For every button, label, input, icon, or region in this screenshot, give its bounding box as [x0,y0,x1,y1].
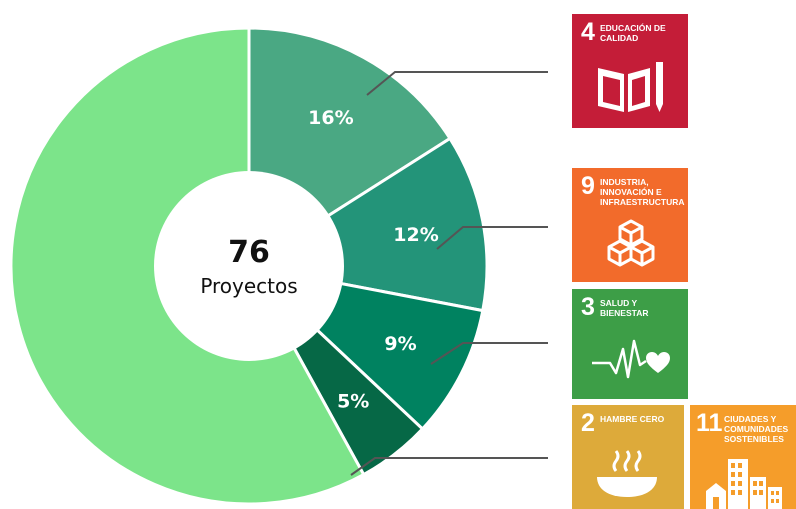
sdg-9-number: 9 [581,172,595,200]
sdg-2-number: 2 [581,409,595,437]
book-pencil-icon [592,58,668,114]
slice-label-2: 12% [393,224,438,246]
slice-label-3: 9% [384,333,416,355]
sdg-11-number: 11 [696,409,723,437]
heartbeat-icon [590,337,670,381]
sdg-4-title: EDUCACIÓN DE CALIDAD [600,23,666,43]
total-projects-label: Proyectos [200,274,297,298]
leader-line-3 [430,342,548,365]
sdg-2-title: HAMBRE CERO [600,414,665,424]
slice-label-4: 5% [337,390,369,412]
sdg-badge-2: 2 HAMBRE CERO [572,405,684,509]
sdg-badge-11: 11 CIUDADES Y COMUNIDADES SOSTENIBLES [690,405,796,509]
slice-labels: 16% 12% 9% 5% [308,107,439,412]
sdg-9-title: INDUSTRIA, INNOVACIÓN E INFRAESTRUCTURA [600,177,685,207]
sdg-badge-9: 9 INDUSTRIA, INNOVACIÓN E INFRAESTRUCTUR… [572,168,688,282]
leader-line-4 [350,457,548,476]
sdg-3-number: 3 [581,293,595,321]
city-icon [704,453,788,509]
leader-lines [350,71,548,476]
sdg-4-number: 4 [581,18,595,46]
donut-hole [154,171,344,361]
sdg-3-title: SALUD Y BIENESTAR [600,298,649,318]
sdg-11-title: CIUDADES Y COMUNIDADES SOSTENIBLES [724,414,789,444]
sdg-badge-4: 4 EDUCACIÓN DE CALIDAD [572,14,688,128]
slice-label-1: 16% [308,107,353,129]
leader-line-1 [366,71,548,96]
total-projects-number: 76 [228,235,270,270]
leader-line-2 [436,226,548,250]
sdg-badge-3: 3 SALUD Y BIENESTAR [572,289,688,399]
cubes-icon [606,218,656,270]
bowl-icon [594,447,660,501]
